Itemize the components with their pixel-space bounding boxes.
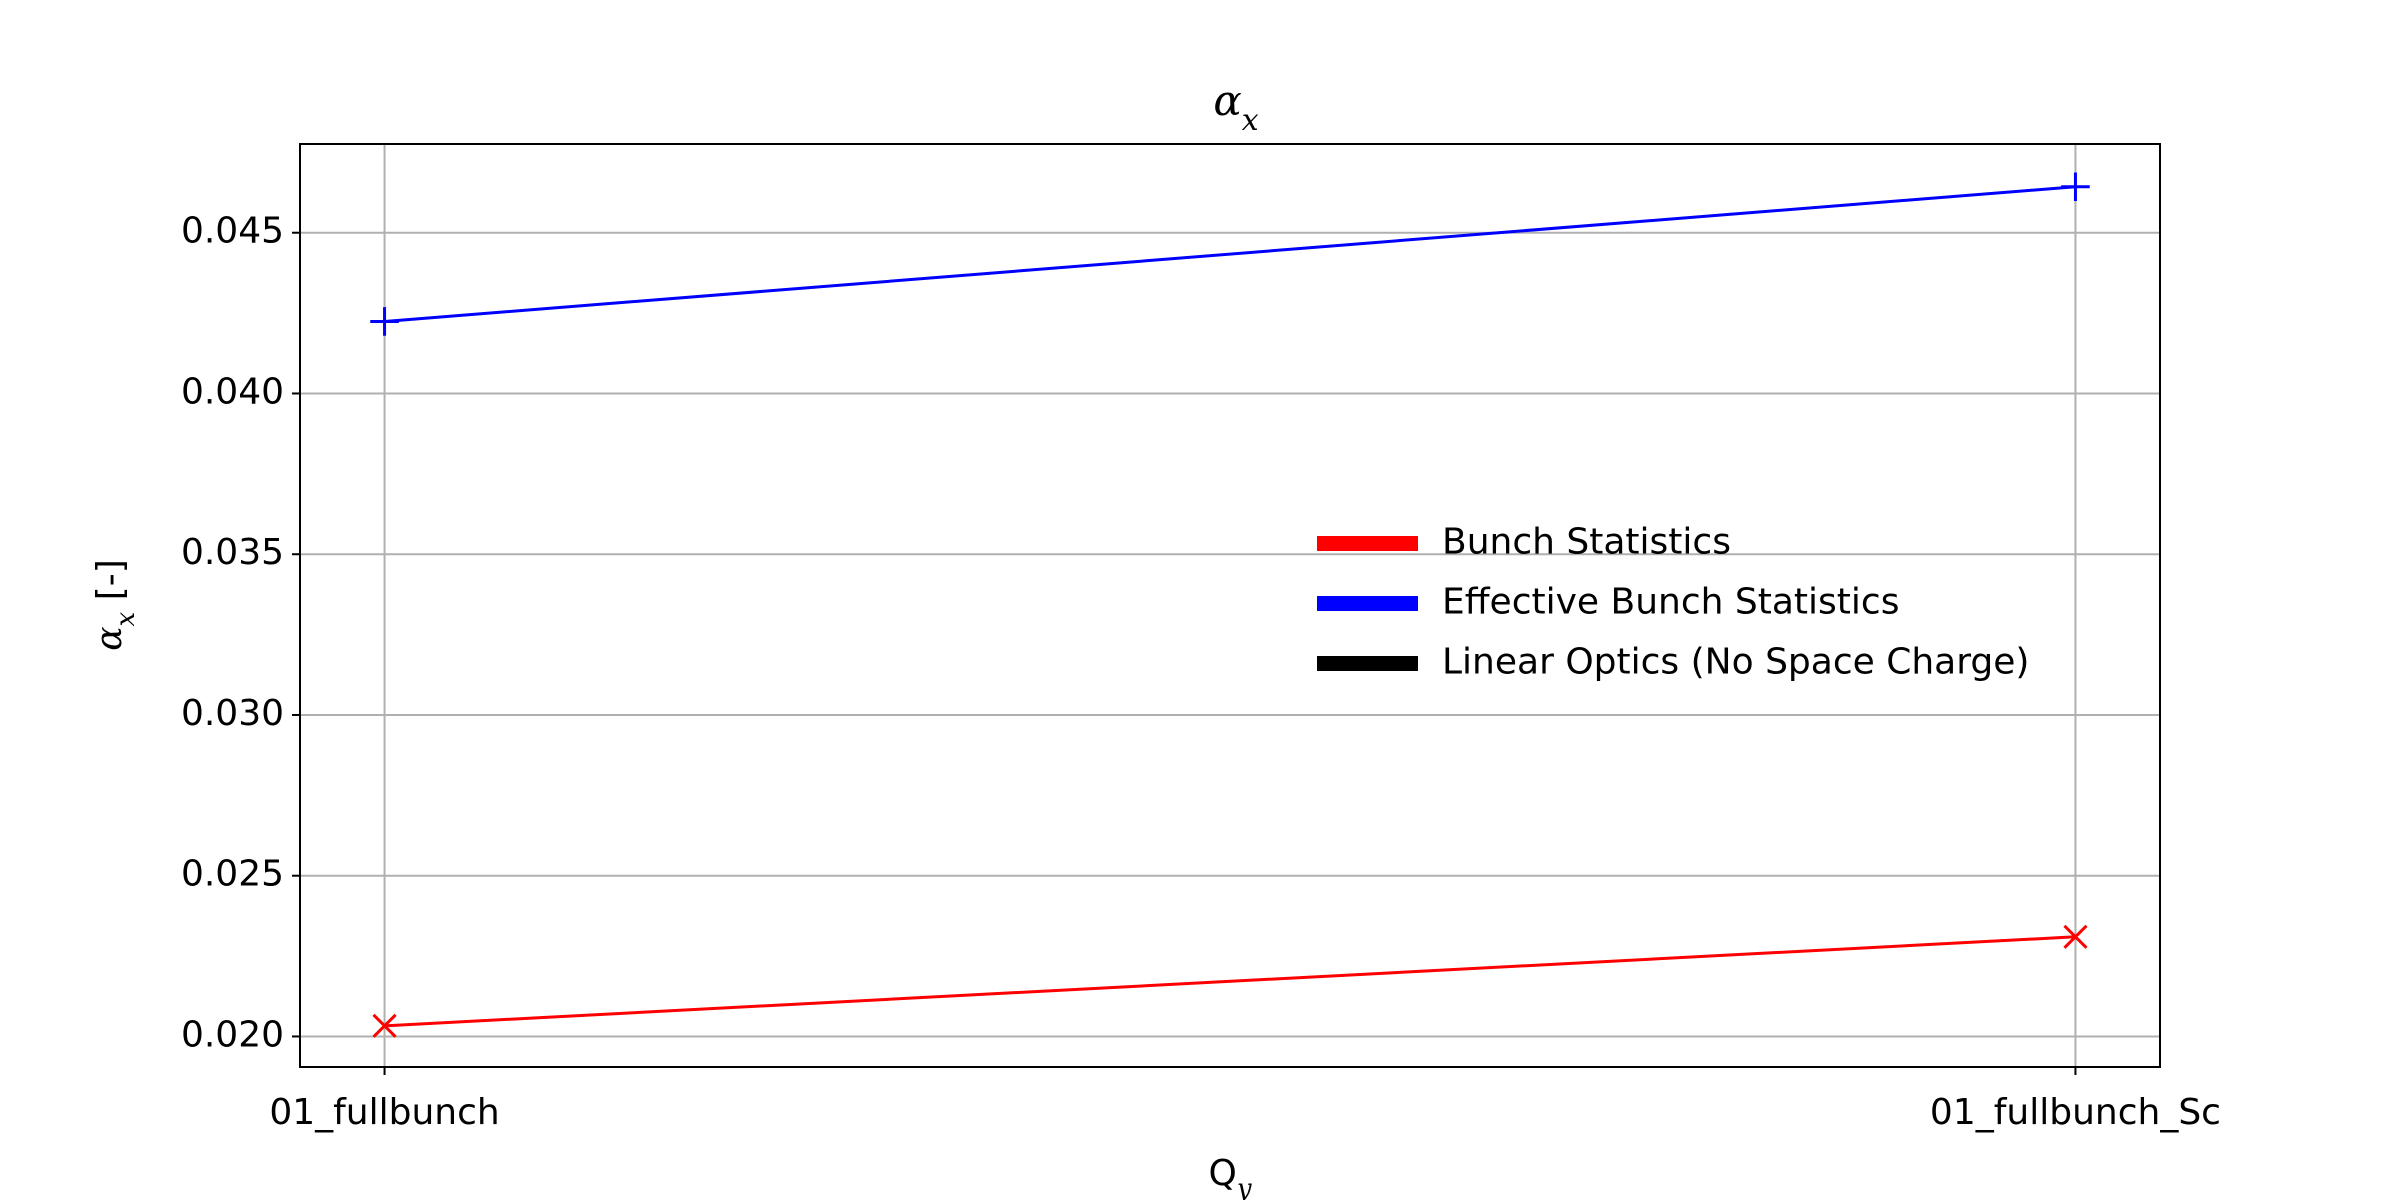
- x-tick-label: 01_fullbunch: [269, 1092, 499, 1133]
- y-tick-label: 0.020: [181, 1014, 284, 1055]
- plot-frame: [299, 143, 2161, 1068]
- legend-label: Linear Optics (No Space Charge): [1442, 642, 2029, 683]
- ylabel-sub: x: [111, 611, 141, 626]
- series-line: [384, 935, 2076, 1028]
- series-line: [384, 185, 2076, 323]
- y-tick-label: 0.045: [181, 211, 284, 252]
- marker: [2063, 924, 2088, 949]
- y-tick-label: 0.025: [181, 854, 284, 895]
- ylabel-main: α: [89, 626, 130, 650]
- y-tick-label: 0.030: [181, 693, 284, 734]
- x-axis-label: Qy: [1208, 1153, 1251, 1200]
- marker: [372, 1013, 397, 1038]
- xlabel-main: Q: [1208, 1153, 1236, 1194]
- y-axis-label: αx [-]: [89, 559, 141, 651]
- x-tick-label: 01_fullbunch_Sc: [1930, 1092, 2221, 1133]
- chart-title: αx: [1213, 76, 1258, 138]
- y-tick-label: 0.040: [181, 371, 284, 412]
- legend-label: Bunch Statistics: [1442, 522, 1731, 563]
- ylabel-unit: [-]: [90, 559, 131, 612]
- marker: [2061, 172, 2090, 202]
- legend-label: Effective Bunch Statistics: [1442, 582, 1899, 623]
- title-sub: x: [1242, 103, 1259, 138]
- y-tick-label: 0.035: [181, 532, 284, 573]
- marker: [370, 307, 399, 336]
- title-main: α: [1213, 76, 1241, 125]
- xlabel-sub: y: [1236, 1174, 1252, 1200]
